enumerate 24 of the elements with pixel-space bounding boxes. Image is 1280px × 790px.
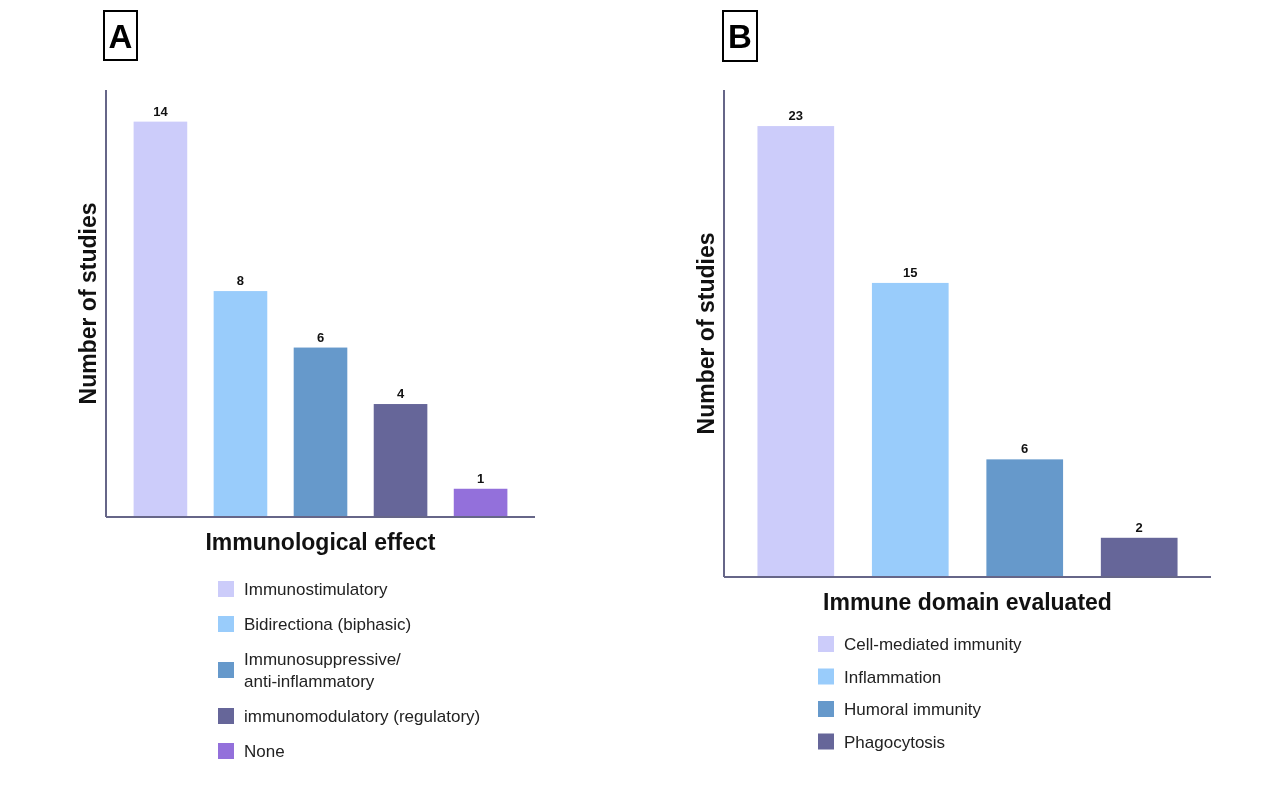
chart-title: A — [108, 17, 133, 55]
legend-label: Cell-mediated immunity — [844, 635, 1023, 654]
legend-label: Immunostimulatory — [244, 580, 389, 599]
x-axis-title: Immune domain evaluated — [823, 589, 1112, 615]
y-axis-title: Number of studies — [693, 232, 719, 435]
legend-label: immunomodulatory (regulatory) — [244, 707, 481, 726]
data-label: 14 — [153, 103, 169, 119]
legend-label: Inflammation — [844, 667, 942, 687]
y-axis-title: Number of studies — [75, 202, 101, 405]
data-label: 23 — [788, 108, 804, 124]
legend-label: Phagocytosis — [844, 732, 946, 752]
chart-title: B — [728, 18, 752, 55]
data-label: 4 — [396, 386, 405, 402]
legend-label: Bidirectiona (biphasic) — [244, 615, 412, 634]
data-label: 6 — [1021, 441, 1029, 457]
data-label: 1 — [476, 470, 485, 486]
data-label: 15 — [903, 264, 918, 280]
data-label: 8 — [236, 273, 245, 289]
data-label: 6 — [316, 329, 325, 345]
legend-label: Humoral immunity — [844, 700, 982, 719]
legend-label: None — [244, 742, 285, 761]
legend-label: Immunosuppressive/anti-inflammatory — [244, 650, 402, 691]
x-axis-title: Immunological effect — [205, 529, 436, 555]
data-label: 2 — [1135, 519, 1143, 535]
